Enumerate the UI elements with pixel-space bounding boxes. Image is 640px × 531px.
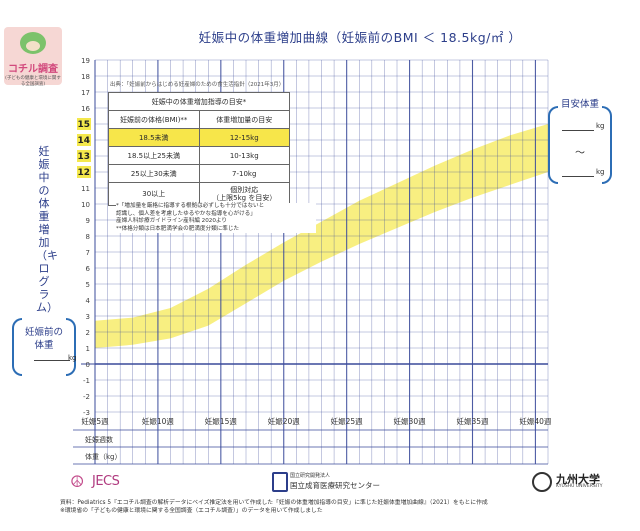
table-row: 18.5未満 12-15kg [109, 129, 289, 147]
ncchd-logo: 国立研究開発法人 国立成育医療研究センター [272, 470, 432, 492]
table-header-bmi: 妊娠前の体格(BMI)** [109, 111, 200, 128]
x-tick-label: 妊娠15週 [205, 416, 238, 426]
table-cell-bmi: 25以上30未満 [109, 165, 200, 182]
ncchd-emblem-icon [272, 472, 288, 492]
kyushu-emblem-icon [532, 472, 552, 492]
y-tick-label: 15 [77, 120, 90, 130]
y-tick-label: 5 [86, 281, 90, 289]
y-tick-label: 13 [77, 152, 90, 162]
y-tick-label: 0 [86, 361, 90, 369]
table-caption: 妊娠中の体重増加指導の目安* [109, 93, 289, 111]
footer-line: ※環境省の「子どもの健康と環境に関する全国調査（エコチル調査）」のデータを用いて… [60, 508, 323, 514]
y-tick-label: 6 [86, 265, 91, 273]
y-tick-label: 1 [86, 345, 90, 353]
note-line: *「増加量を厳格に指導する根拠は必ずしも十分ではないと [116, 203, 265, 209]
y-tick-label: 7 [86, 249, 90, 257]
bottom-row-label-visits: 妊娠週数 [85, 435, 113, 444]
y-tick-label: 11 [81, 185, 90, 193]
ncchd-logo-small: 国立研究開発法人 [290, 473, 331, 479]
y-tick-label: -2 [83, 393, 90, 401]
table-row: 30以上 個別対応 （上限5kg を目安） [109, 183, 289, 205]
bottom-row-label-weight: 体重（kg） [85, 452, 122, 461]
y-tick-label: 17 [81, 89, 90, 97]
target-unit-top: kg [596, 122, 605, 130]
pre-weight-label-2: 体重 [34, 340, 54, 351]
y-tick-label: 4 [86, 297, 91, 305]
y-tick-label: 18 [81, 73, 90, 81]
logo-subtitle: (子どもの健康と環境に関する全国調査) [5, 76, 61, 87]
table-header-row: 妊娠前の体格(BMI)** 体重増加量の目安 [109, 111, 289, 129]
pre-weight-label-1: 妊娠前の [24, 327, 63, 338]
note-line: **体格分類は日本肥満学会の肥満度分類に準じた [116, 225, 240, 232]
table-row: 18.5以上25未満 10-13kg [109, 147, 289, 165]
logo-title: コチル調査 [8, 64, 58, 75]
family-icon: ☮ [70, 472, 85, 491]
target-weight-box: 目安体重 kg 〜 kg [548, 96, 612, 184]
footer-source: 資料：Pediatrics 5『エコチル調査の解析データにベイズ推定法を用いて作… [60, 499, 620, 515]
y-tick-label: 12 [77, 168, 90, 178]
pre-weight-unit: kg [68, 354, 77, 362]
x-tick-label: 妊娠10週 [142, 416, 175, 426]
x-tick-label: 妊娠25週 [331, 416, 364, 426]
y-tick-label: -3 [83, 409, 90, 417]
y-tick-label: 8 [86, 233, 90, 241]
source-note: 出典：「妊娠前からはじめる妊産婦のための食生活指針（2021年3月） [110, 82, 285, 88]
y-tick-label: 19 [81, 57, 90, 65]
y-tick-label: 2 [86, 329, 90, 337]
table-cell-gain: 7-10kg [232, 169, 257, 178]
table-cell-gain: 12-15kg [229, 133, 259, 142]
y-tick-label: 9 [86, 217, 90, 225]
bracket-right [66, 318, 76, 376]
kyushu-logo-name: 九州大学 [556, 473, 600, 486]
ncchd-logo-main: 国立成育医療研究センター [290, 481, 380, 490]
target-weight-label: 目安体重 [560, 99, 599, 110]
target-weight-line-bottom [562, 176, 594, 177]
x-tick-label: 妊娠5週 [81, 416, 109, 426]
jecs-logo: ☮ JECS [70, 468, 140, 492]
table-cell-bmi: 18.5未満 [109, 129, 200, 146]
table-cell-gain: 個別対応 （上限5kg を目安） [200, 186, 290, 202]
bracket-left [548, 106, 558, 184]
note-line: 認識し、個人差を考慮したゆるやかな指導を心がける」 [116, 210, 256, 217]
jecs-logo-text: JECS [92, 474, 120, 489]
y-tick-highlight [77, 166, 91, 178]
x-tick-label: 妊娠35週 [456, 416, 489, 426]
table-cell-gain-sub: （上限5kg を目安） [212, 194, 277, 202]
kyushu-university-logo: 九州大学 KYUSHU UNIVERSITY [532, 470, 622, 492]
table-header-gain: 体重増加量の目安 [216, 115, 273, 124]
x-tick-label: 妊娠40週 [519, 416, 552, 426]
table-cell-bmi: 30以上 [109, 183, 200, 205]
kyushu-logo-en: KYUSHU UNIVERSITY [556, 484, 603, 489]
target-tilde: 〜 [575, 148, 585, 159]
y-tick-label: -1 [83, 377, 90, 385]
y-tick-label: 16 [81, 105, 90, 113]
y-tick-label: 10 [81, 201, 90, 209]
table-cell-gain-main: 個別対応 [230, 186, 259, 194]
table-row: 25以上30未満 7-10kg [109, 165, 289, 183]
footer-line: 資料：Pediatrics 5『エコチル調査の解析データにベイズ推定法を用いて作… [60, 500, 488, 506]
table-cell-bmi: 18.5以上25未満 [109, 147, 200, 164]
weight-gain-guideline-table: 妊娠中の体重増加指導の目安* 妊娠前の体格(BMI)** 体重増加量の目安 18… [108, 92, 290, 206]
target-unit-bottom: kg [596, 168, 605, 176]
x-tick-label: 妊娠30週 [394, 416, 427, 426]
guideline-notes: *「増加量を厳格に指導する根拠は必ずしも十分ではないと 認識し、個人差を考慮した… [116, 203, 316, 233]
y-tick-highlight [77, 134, 91, 146]
y-axis-label: 妊娠中の体重増加（キログラム） [36, 145, 58, 314]
y-tick-highlight [77, 118, 91, 130]
y-tick-label: 3 [86, 313, 90, 321]
target-weight-line-top [562, 130, 594, 131]
logo-mascot-icon [20, 32, 46, 54]
y-tick-label: 14 [77, 136, 90, 146]
kochiru-logo: コチル調査 (子どもの健康と環境に関する全国調査) [4, 27, 62, 87]
chart-title: 妊娠中の体重増加曲線（妊娠前のBMI ＜ 18.5kg/㎡ ） [198, 30, 522, 45]
x-tick-label: 妊娠20週 [268, 416, 301, 426]
pre-weight-input-line [34, 360, 70, 361]
note-line: 産婦人科診療ガイドライン産科編 2020より [116, 218, 227, 224]
table-cell-gain: 10-13kg [229, 151, 259, 160]
y-tick-highlight [77, 150, 91, 162]
pre-pregnancy-weight-box: 妊娠前の 体重 kg [12, 318, 77, 376]
bracket-left [12, 318, 22, 376]
